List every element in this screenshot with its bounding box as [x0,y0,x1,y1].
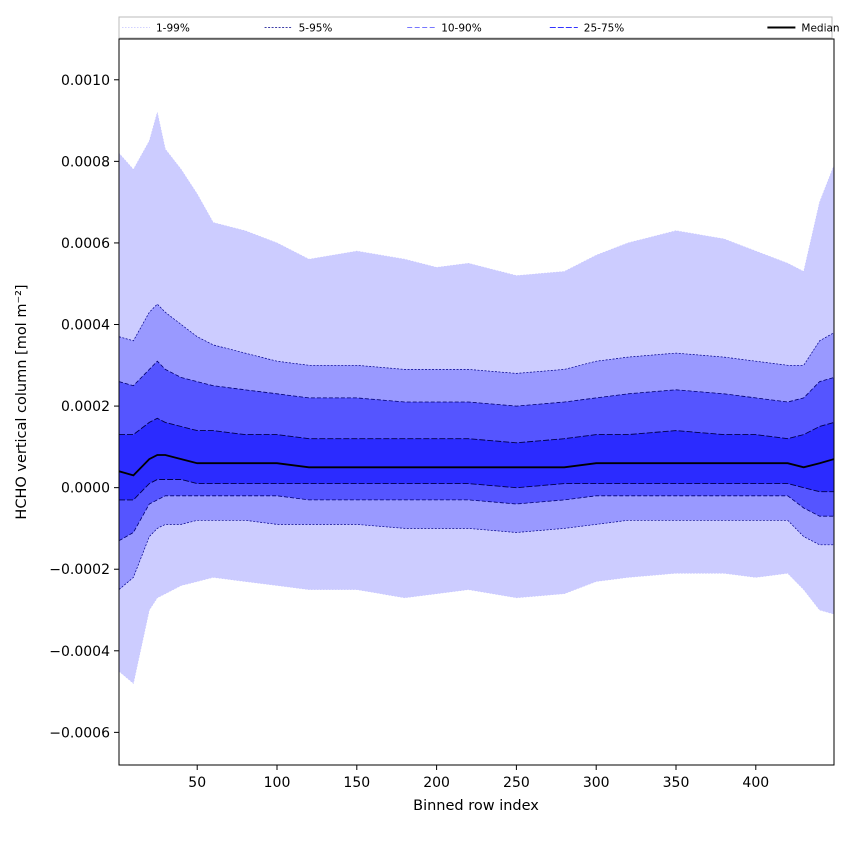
legend-label: 5-95% [299,23,333,35]
y-tick-label: 0.0002 [61,399,110,415]
y-tick-label: 0.0006 [61,236,110,252]
legend-label: 1-99% [156,23,190,35]
band-upper-line-10-90 [119,360,834,407]
median-line [119,454,834,477]
y-tick-label: 0.0008 [61,154,110,170]
legend: 1-99% 5-95% 10-90% 25-75% Median [118,16,840,39]
y-axis-label: HCHO vertical column [mol m⁻²] [14,284,30,519]
plot-frame [118,38,835,766]
y-tick-label: 0.0010 [61,73,110,89]
legend-label: 25-75% [584,23,625,35]
y-tick-label: −0.0006 [49,725,110,741]
y-tick-label: −0.0002 [49,562,110,578]
band-upper-line-1-99 [119,112,834,276]
band-upper-line-25-75 [119,417,834,444]
x-tick-label: 400 [742,775,769,791]
legend-label: 10-90% [441,23,482,35]
plot-layer [119,112,834,684]
x-axis-ticks: 50 100 150 200 250 300 350 400 [188,765,769,791]
y-tick-label: 0.0000 [61,481,110,497]
x-axis-label: Binned row index [413,798,539,814]
y-tick-label: −0.0004 [49,644,110,660]
x-tick-label: 100 [264,775,291,791]
y-tick-label: 0.0004 [61,318,110,334]
band-upper-line-5-95 [119,303,834,374]
band-lower-line-1-99 [119,572,834,684]
legend-label: Median [801,23,839,35]
y-axis-ticks: −0.0006 −0.0004 −0.0002 0.0000 0.0002 0.0004 0… [49,73,119,741]
x-tick-label: 300 [583,775,610,791]
x-tick-label: 50 [188,775,206,791]
band-lower-line-25-75 [119,479,834,501]
band-lower-line-5-95 [119,519,834,590]
x-tick-label: 250 [503,775,530,791]
legend-frame [118,16,833,39]
band-lower-line-10-90 [119,495,834,542]
x-tick-label: 350 [663,775,690,791]
x-tick-label: 200 [423,775,450,791]
x-tick-label: 150 [343,775,370,791]
band-fill-25-75 [119,418,834,500]
